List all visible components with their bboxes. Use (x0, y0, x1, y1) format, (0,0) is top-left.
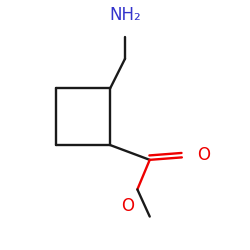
Text: NH₂: NH₂ (109, 6, 141, 24)
Text: O: O (197, 146, 210, 164)
Text: O: O (121, 197, 134, 215)
